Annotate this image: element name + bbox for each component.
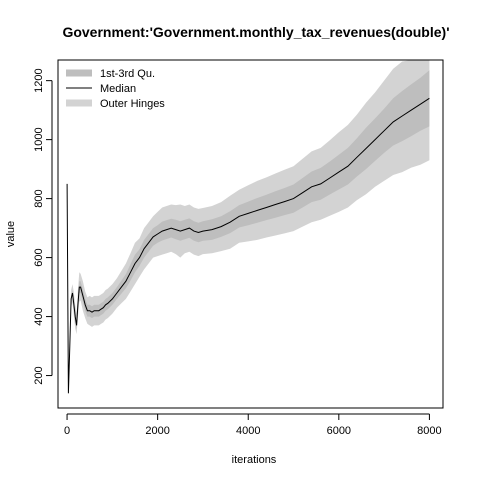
x-tick-label: 2000	[145, 425, 169, 437]
x-tick-label: 4000	[236, 425, 260, 437]
y-tick-label: 200	[33, 366, 45, 384]
x-tick-label: 8000	[417, 425, 441, 437]
legend: 1st-3rd Qu. Median Outer Hinges	[66, 68, 165, 110]
legend-label: 1st-3rd Qu.	[100, 68, 155, 80]
y-axis: 200 400 600 800 1000 1200	[33, 68, 52, 384]
legend-label: Median	[100, 83, 136, 95]
y-tick-label: 400	[33, 307, 45, 325]
chart-title: Government:'Government.monthly_tax_reven…	[62, 24, 449, 40]
y-tick-label: 1200	[33, 68, 45, 92]
y-axis-label: value	[5, 221, 17, 247]
x-tick-label: 6000	[327, 425, 351, 437]
x-axis: 0 2000 4000 6000 8000	[64, 414, 442, 437]
legend-label: Outer Hinges	[100, 98, 165, 110]
y-tick-label: 1000	[33, 127, 45, 151]
x-axis-label: iterations	[232, 454, 277, 466]
y-tick-label: 600	[33, 248, 45, 266]
y-tick-label: 800	[33, 189, 45, 207]
x-tick-label: 0	[64, 425, 70, 437]
